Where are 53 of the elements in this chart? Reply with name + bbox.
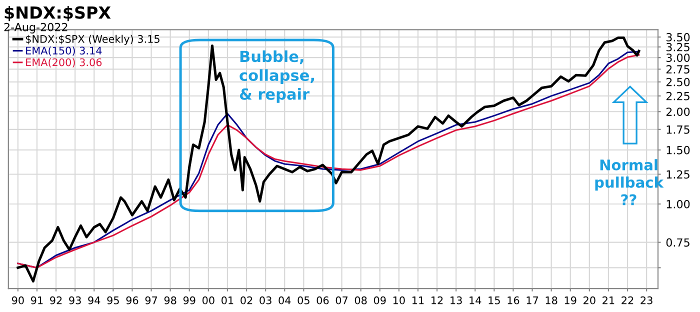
- legend-label: EMA(200) 3.06: [26, 58, 102, 68]
- y-tick-label: 2.25: [666, 92, 690, 100]
- x-tick-label: 21: [602, 296, 614, 304]
- legend-label: $NDX:$SPX (Weekly) 3.15: [26, 34, 160, 45]
- x-tick-label: 22: [622, 296, 634, 304]
- y-tick-label: 1.75: [666, 126, 690, 134]
- x-tick-label: 20: [584, 296, 596, 304]
- chart-title: $NDX:$SPX: [4, 6, 111, 22]
- x-tick-label: 92: [50, 296, 62, 304]
- y-tick-label: 2.75: [666, 65, 690, 74]
- y-tick-label: 2.00: [666, 108, 690, 116]
- x-tick-label: 09: [374, 296, 386, 304]
- x-tick-label: 93: [69, 296, 81, 304]
- legend-label: EMA(150) 3.14: [26, 46, 102, 56]
- y-tick-label: 1.25: [666, 170, 690, 179]
- x-tick-label: 06: [316, 296, 329, 304]
- y-tick-label: 1.50: [666, 146, 690, 154]
- chart-subtitle: 2-Aug-2022: [4, 22, 68, 34]
- x-tick-label: 10: [393, 296, 405, 304]
- x-tick-label: 96: [126, 296, 138, 304]
- x-tick-label: 19: [564, 296, 576, 304]
- y-tick-label: 3.25: [666, 42, 690, 52]
- y-tick-label: 2.50: [666, 78, 690, 86]
- x-tick-label: 01: [222, 296, 234, 304]
- x-tick-label: 11: [412, 296, 424, 304]
- x-tick-label: 91: [31, 296, 43, 304]
- x-tick-label: 14: [470, 296, 482, 304]
- x-tick-label: 15: [488, 296, 500, 304]
- x-tick-label: 05: [298, 296, 310, 304]
- y-tick-label: 3.00: [666, 54, 690, 62]
- annotation: Bubble, collapse, & repair: [240, 50, 314, 103]
- x-tick-label: 12: [432, 296, 443, 304]
- x-tick-label: 00: [202, 296, 214, 304]
- x-tick-label: 07: [336, 296, 348, 304]
- x-tick-label: 17: [526, 296, 538, 304]
- y-tick-label: 0.75: [666, 238, 690, 247]
- x-tick-label: 94: [88, 296, 100, 304]
- x-tick-label: 98: [164, 296, 176, 304]
- x-tick-label: 23: [640, 296, 652, 304]
- x-tick-label: 99: [183, 296, 196, 304]
- annotation: Normal pullback ??: [595, 159, 664, 206]
- x-tick-label: 03: [260, 296, 272, 304]
- x-tick-label: 04: [278, 296, 291, 304]
- x-tick-label: 08: [354, 296, 367, 304]
- x-tick-label: 16: [508, 296, 520, 304]
- x-tick-label: 97: [145, 296, 158, 304]
- y-tick-label: 1.00: [666, 200, 690, 208]
- x-tick-label: 13: [450, 296, 462, 304]
- x-tick-label: 02: [240, 296, 252, 304]
- x-tick-label: 90: [12, 296, 24, 304]
- x-tick-label: 18: [546, 296, 558, 304]
- y-tick-label: 3.50: [666, 33, 690, 42]
- x-tick-label: 95: [107, 296, 119, 304]
